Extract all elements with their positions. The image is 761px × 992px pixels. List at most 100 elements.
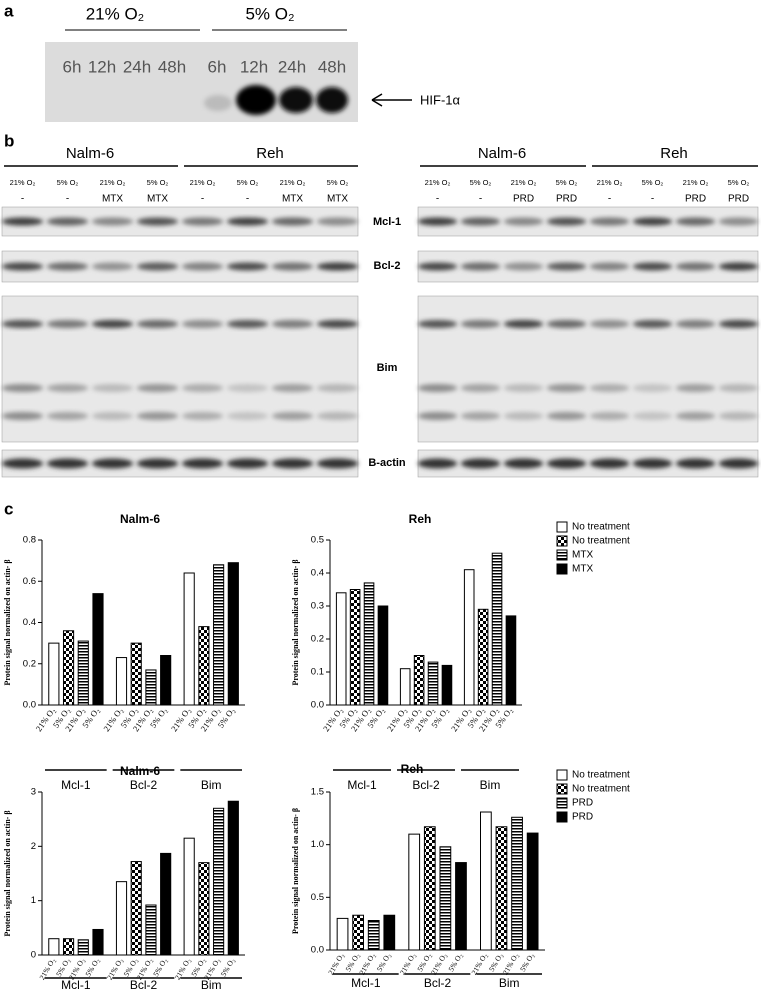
blot-band	[1, 262, 44, 271]
blot-band	[546, 217, 587, 226]
y-tick-label: 0.4	[311, 568, 324, 579]
blot-strip	[417, 295, 759, 443]
protein-label: B-actin	[368, 457, 406, 469]
blot-band	[279, 87, 313, 113]
y-tick-label: 0.2	[23, 658, 36, 669]
blot-band	[503, 384, 544, 392]
blot-band	[91, 384, 134, 392]
bar	[115, 657, 128, 706]
blot-band	[91, 320, 134, 328]
blot-band	[271, 412, 314, 420]
y-tick-label: 0.6	[23, 576, 36, 587]
protein-label: HIF-1α	[420, 92, 461, 107]
bar	[48, 642, 60, 706]
blot-band	[632, 384, 673, 392]
blot-band	[181, 458, 224, 469]
blot-band	[136, 384, 179, 392]
blot-band	[46, 262, 89, 271]
legend-swatch	[556, 549, 568, 561]
lane-treatment-label: MTX	[147, 194, 168, 205]
lane-oxygen-label: 21% O₂	[10, 178, 36, 187]
blot-band	[204, 95, 232, 111]
blot-band	[546, 412, 587, 420]
timepoint-label: 48h	[318, 57, 346, 76]
blot-band	[226, 412, 269, 420]
chart-title: Reh	[401, 762, 424, 776]
group-label: Bcl-2	[130, 978, 158, 992]
chart-title: Nalm-6	[120, 512, 160, 526]
blot-band	[46, 217, 89, 226]
cell-line-label: Nalm-6	[66, 145, 114, 162]
lane-oxygen-label: 21% O₂	[100, 178, 126, 187]
cell-line-label: Reh	[660, 145, 688, 162]
lane-oxygen-label: 5% O₂	[57, 178, 79, 187]
lane-treatment-label: PRD	[685, 194, 706, 205]
group-label: Mcl-1	[61, 778, 91, 792]
blot-band	[1, 412, 44, 420]
bar-label: 5% O₂	[219, 956, 237, 978]
bar	[130, 642, 142, 706]
blot-band	[589, 458, 630, 469]
bar-label: 5% O₂	[446, 951, 464, 973]
blot-band	[91, 412, 134, 420]
blot-band	[271, 320, 314, 328]
timepoint-label: 48h	[158, 57, 186, 76]
group-label: Bcl-2	[412, 778, 440, 792]
legend-label: No treatment	[572, 784, 630, 795]
blot-band	[460, 320, 501, 328]
blot-band	[226, 458, 269, 469]
bar-label: 21% O₂	[398, 951, 418, 976]
blot-band	[226, 217, 269, 226]
bar	[198, 626, 210, 706]
bar	[367, 920, 380, 951]
bar	[213, 564, 225, 706]
blot-band	[503, 262, 544, 271]
blot-band	[718, 262, 759, 271]
bar	[145, 669, 157, 706]
bar	[408, 833, 421, 951]
timepoint-label: 6h	[63, 57, 82, 76]
bar	[363, 582, 375, 706]
lane-treatment-label: PRD	[513, 194, 534, 205]
lane-treatment-label: -	[66, 194, 69, 205]
blot-band	[589, 412, 630, 420]
blot-band	[91, 217, 134, 226]
blot-band	[546, 262, 587, 271]
bar-label: 5% O₂	[375, 951, 393, 973]
y-tick-label: 0.0	[311, 700, 324, 711]
lane-treatment-label: MTX	[102, 194, 123, 205]
group-label: Bim	[201, 978, 222, 992]
blot-band	[181, 262, 224, 271]
blot-band	[417, 217, 458, 226]
y-tick-label: 0.4	[23, 617, 36, 628]
lane-treatment-label: PRD	[728, 194, 749, 205]
blot-band	[316, 320, 359, 328]
legend-label: No treatment	[572, 536, 630, 547]
blot-band	[316, 458, 359, 469]
bar	[495, 826, 508, 951]
blot-band	[675, 458, 716, 469]
legend-label: PRD	[572, 812, 593, 823]
blot-band	[718, 217, 759, 226]
panel-label: a	[4, 1, 14, 20]
bar	[183, 572, 195, 706]
blot-band	[632, 320, 673, 328]
arrow-head	[371, 93, 383, 107]
lane-treatment-label: -	[651, 194, 654, 205]
blot-band	[675, 217, 716, 226]
blot-band	[460, 384, 501, 392]
y-tick-label: 1.5	[311, 787, 324, 798]
blot-band	[136, 320, 179, 328]
y-axis-label: Protein signal normalized on actin- β	[291, 559, 300, 685]
blot-band	[417, 458, 458, 469]
group-label: Bim	[201, 778, 222, 792]
lane-oxygen-label: 21% O₂	[683, 178, 709, 187]
blot-film	[45, 42, 358, 122]
bar	[491, 552, 503, 706]
bar	[115, 881, 128, 956]
blot-strip	[1, 295, 359, 443]
blot-band	[503, 412, 544, 420]
legend-label: No treatment	[572, 522, 630, 533]
blot-band	[589, 217, 630, 226]
blot-band	[675, 320, 716, 328]
